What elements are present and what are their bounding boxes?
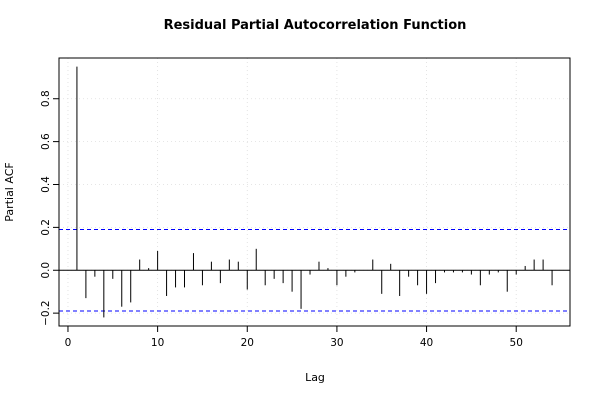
x-axis: 0 10 20 30 40 50 (65, 326, 523, 349)
x-tick-label: 50 (510, 337, 523, 349)
confidence-bounds (59, 229, 570, 312)
y-tick-label: −0.2 (40, 300, 52, 326)
x-tick-label: 0 (65, 337, 72, 349)
x-tick-label: 10 (151, 337, 164, 349)
y-tick-label: 0.4 (40, 176, 52, 193)
y-tick-label: 0.8 (40, 90, 52, 107)
y-tick-label: 0.2 (40, 219, 52, 236)
grid-layer (59, 58, 570, 326)
y-tick-label: 0.0 (40, 262, 52, 279)
x-tick-label: 20 (241, 337, 254, 349)
x-tick-label: 40 (420, 337, 433, 349)
y-tick-label: 0.6 (40, 133, 52, 150)
plot-frame (58, 57, 571, 327)
x-axis-label: Lag (305, 371, 325, 384)
y-axis: −0.2 0.0 0.2 0.4 0.6 0.8 (40, 90, 59, 326)
y-axis-label: Partial ACF (3, 162, 16, 221)
chart-title: Residual Partial Autocorrelation Functio… (164, 18, 467, 33)
spike-layer (76, 66, 553, 318)
x-tick-label: 30 (330, 337, 343, 349)
